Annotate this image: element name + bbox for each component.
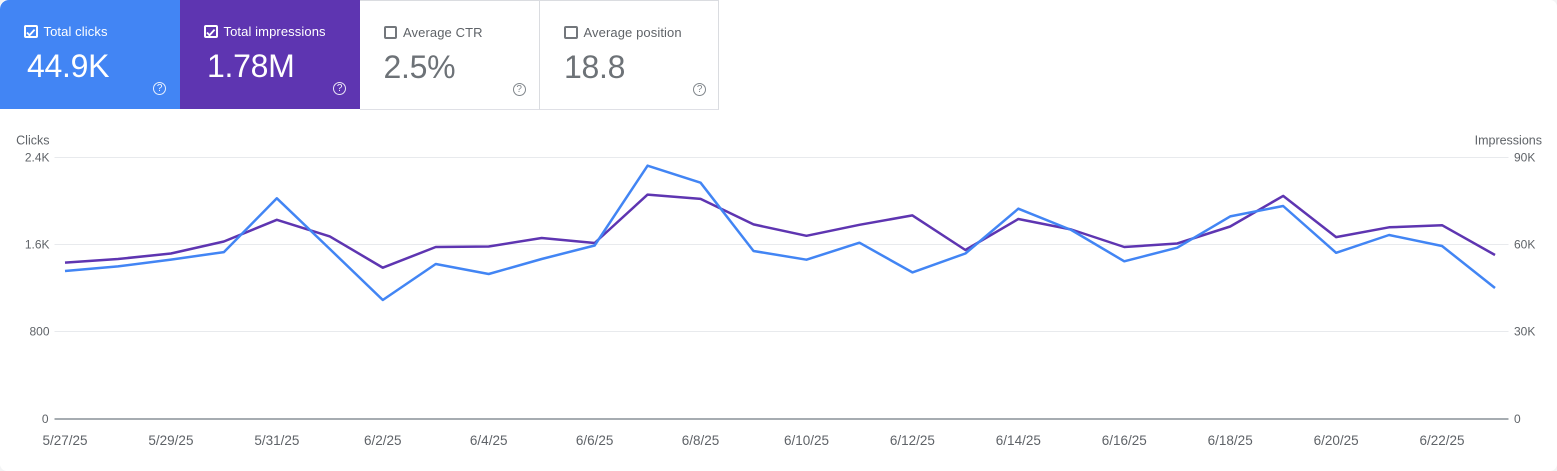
svg-text:5/29/25: 5/29/25 [148,433,193,448]
svg-text:6/18/25: 6/18/25 [1208,433,1253,448]
svg-text:0: 0 [42,412,49,426]
svg-text:6/6/25: 6/6/25 [576,433,614,448]
svg-text:6/2/25: 6/2/25 [364,433,402,448]
svg-text:0: 0 [1514,412,1521,426]
svg-text:6/8/25: 6/8/25 [682,433,720,448]
svg-text:60K: 60K [1514,238,1535,252]
svg-text:5/31/25: 5/31/25 [254,433,299,448]
svg-text:5/27/25: 5/27/25 [42,433,87,448]
svg-text:6/12/25: 6/12/25 [890,433,935,448]
svg-text:2.4K: 2.4K [25,150,50,164]
svg-text:6/4/25: 6/4/25 [470,433,508,448]
svg-text:6/14/25: 6/14/25 [996,433,1041,448]
svg-text:6/16/25: 6/16/25 [1102,433,1147,448]
svg-text:6/20/25: 6/20/25 [1314,433,1359,448]
svg-text:800: 800 [29,325,49,339]
svg-text:90K: 90K [1514,150,1535,164]
svg-text:6/10/25: 6/10/25 [784,433,829,448]
svg-text:6/22/25: 6/22/25 [1420,433,1465,448]
svg-text:Impressions: Impressions [1475,133,1542,147]
svg-text:Clicks: Clicks [16,133,49,147]
svg-text:1.6K: 1.6K [25,238,50,252]
svg-text:30K: 30K [1514,325,1535,339]
